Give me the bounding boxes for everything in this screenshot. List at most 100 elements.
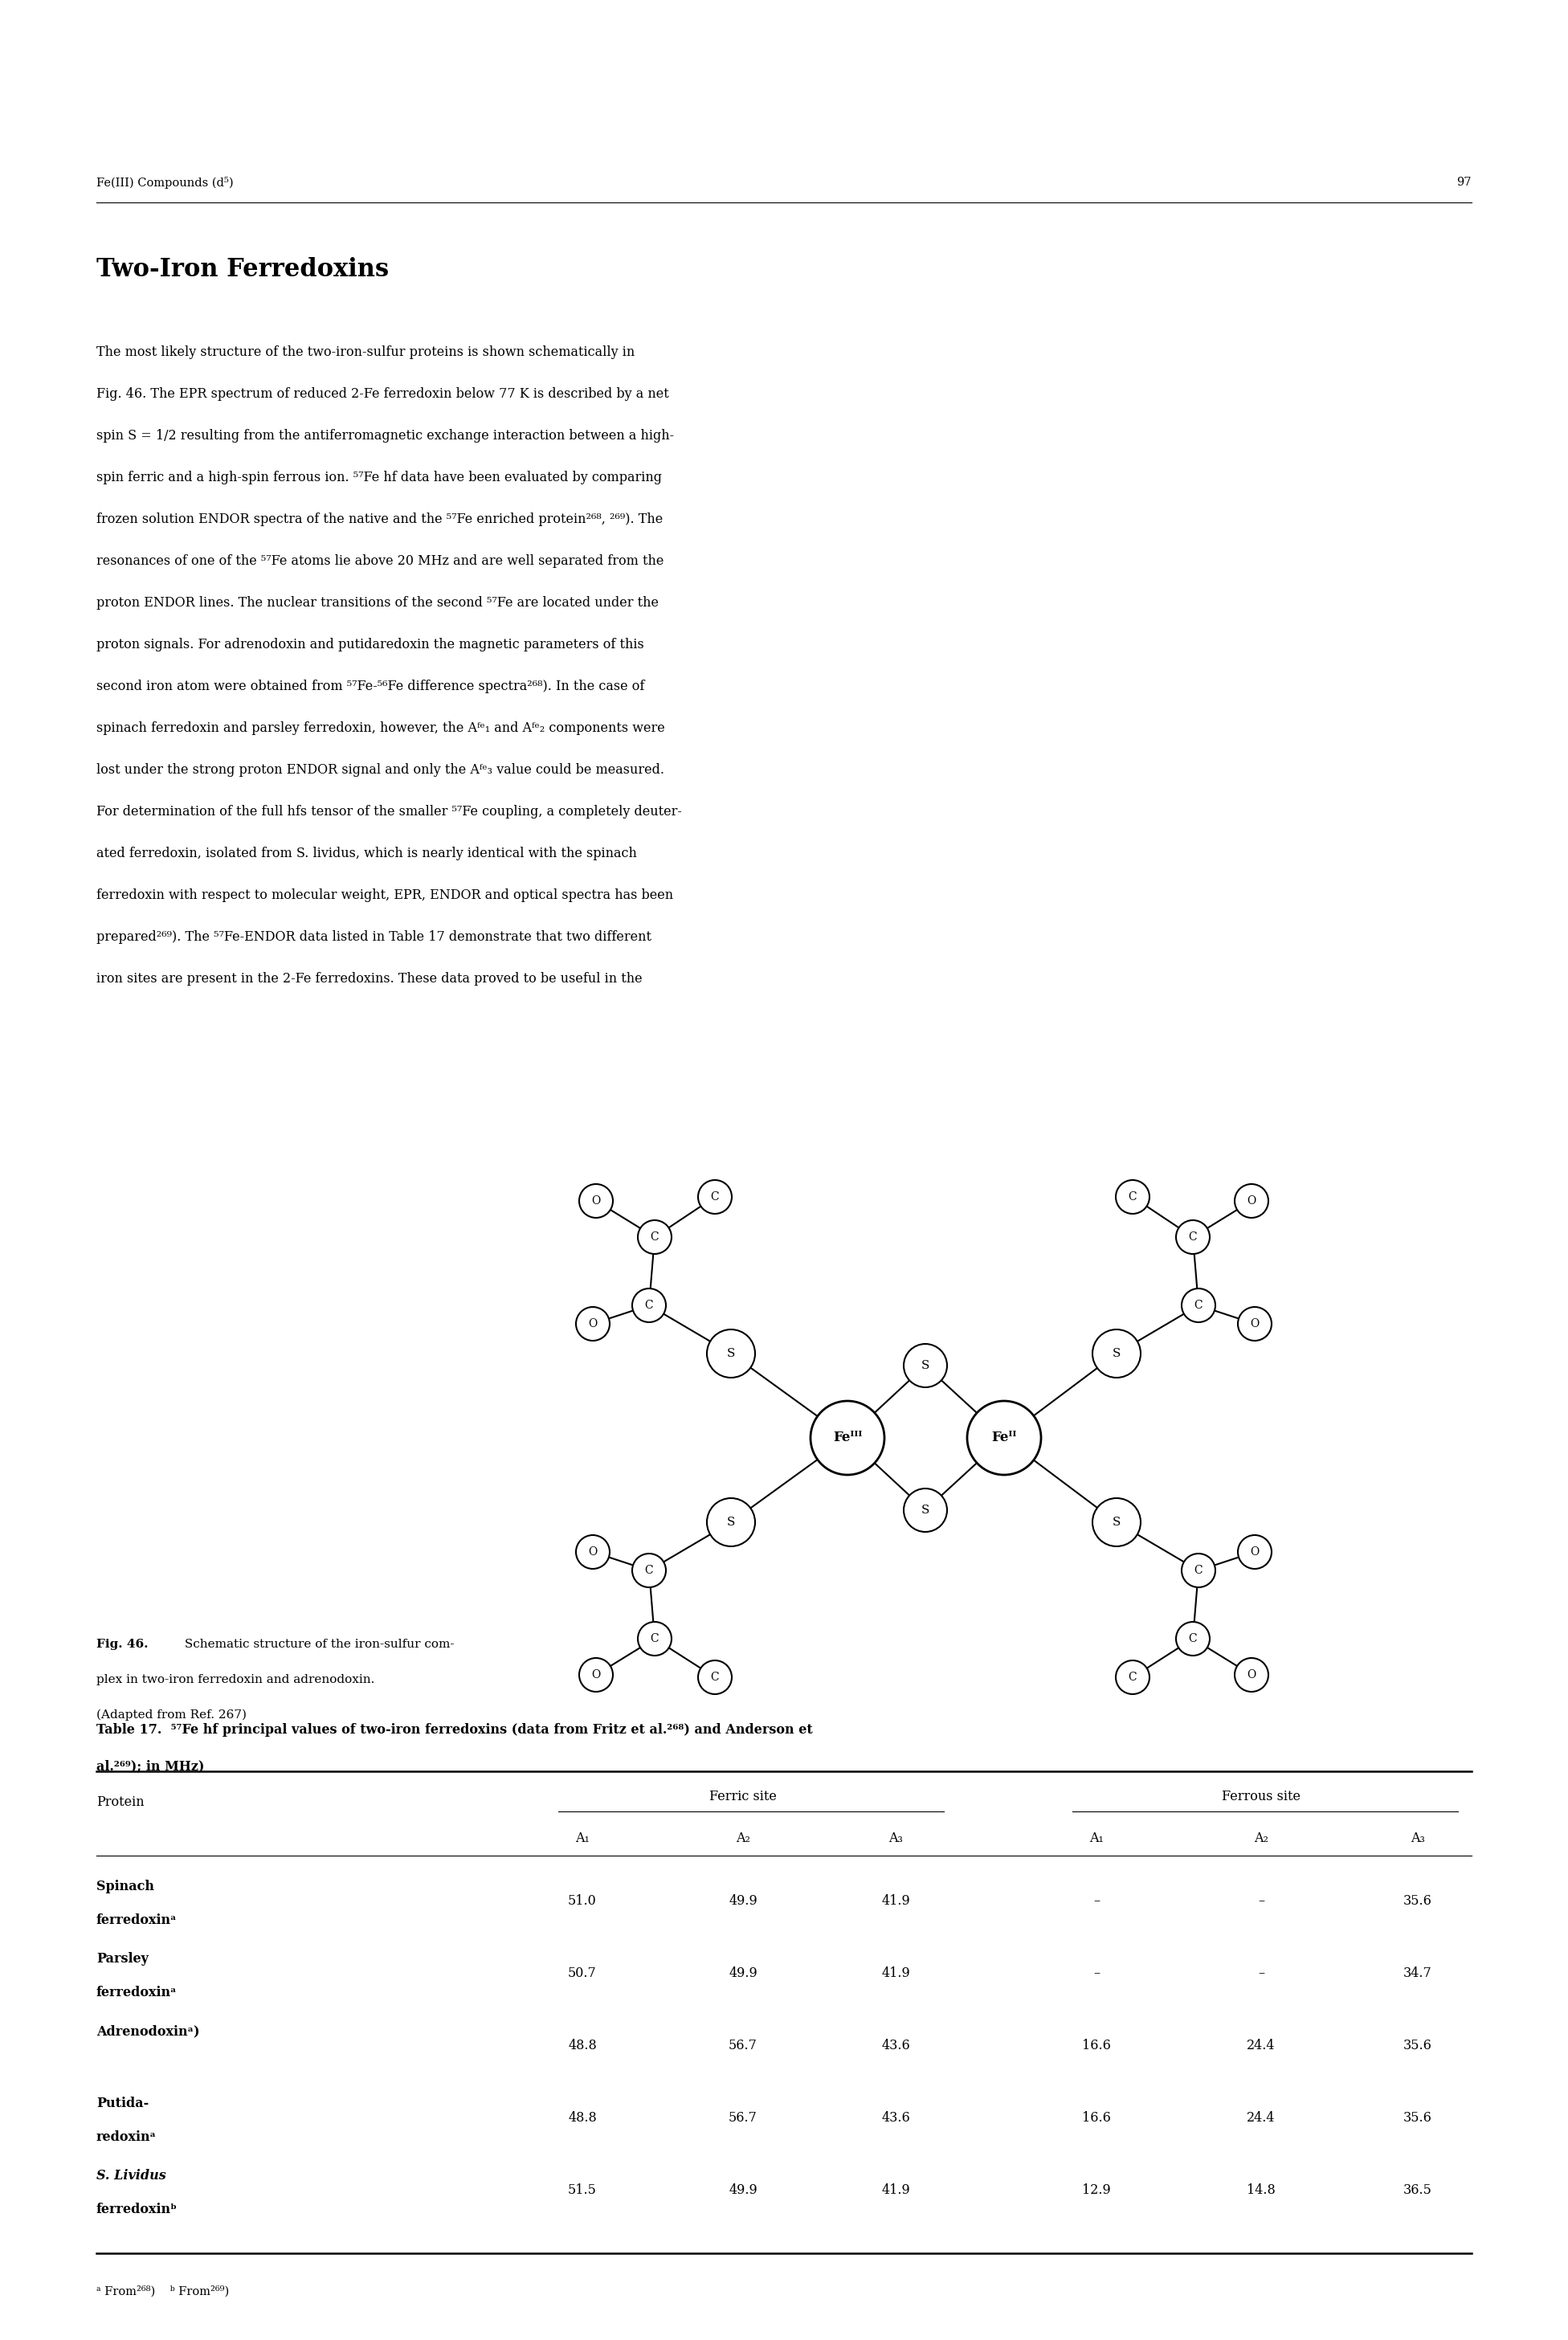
- Circle shape: [575, 1308, 610, 1341]
- Text: 12.9: 12.9: [1082, 2183, 1110, 2197]
- Text: S: S: [922, 1360, 930, 1371]
- Text: second iron atom were obtained from ⁵⁷Fe-⁵⁶Fe difference spectra²⁶⁸). In the cas: second iron atom were obtained from ⁵⁷Fe…: [96, 679, 644, 693]
- Circle shape: [632, 1554, 666, 1587]
- Text: Schematic structure of the iron-sulfur com-: Schematic structure of the iron-sulfur c…: [180, 1638, 455, 1650]
- Text: S: S: [922, 1505, 930, 1516]
- Circle shape: [1116, 1179, 1149, 1214]
- Text: –: –: [1258, 1966, 1264, 1980]
- Text: O: O: [1247, 1196, 1256, 1207]
- Text: Ferrous site: Ferrous site: [1221, 1790, 1300, 1804]
- Text: O: O: [588, 1547, 597, 1558]
- Text: proton signals. For adrenodoxin and putidaredoxin the magnetic parameters of thi: proton signals. For adrenodoxin and puti…: [96, 639, 644, 651]
- Text: O: O: [1250, 1547, 1259, 1558]
- Circle shape: [698, 1661, 732, 1694]
- Circle shape: [1237, 1535, 1272, 1568]
- Circle shape: [903, 1343, 947, 1388]
- Text: 48.8: 48.8: [568, 2038, 597, 2052]
- Text: iron sites are present in the 2-Fe ferredoxins. These data proved to be useful i: iron sites are present in the 2-Fe ferre…: [96, 971, 643, 985]
- Text: C: C: [651, 1633, 659, 1645]
- Text: Ferric site: Ferric site: [709, 1790, 776, 1804]
- Text: 43.6: 43.6: [881, 2038, 909, 2052]
- Circle shape: [707, 1329, 756, 1378]
- Text: 56.7: 56.7: [729, 2038, 757, 2052]
- Text: 35.6: 35.6: [1403, 2111, 1432, 2125]
- Text: ated ferredoxin, isolated from S. lividus, which is nearly identical with the sp: ated ferredoxin, isolated from S. lividu…: [96, 847, 637, 861]
- Circle shape: [707, 1498, 756, 1547]
- Text: Feᴵᴵ: Feᴵᴵ: [991, 1432, 1016, 1444]
- Text: S: S: [728, 1516, 735, 1528]
- Text: –: –: [1258, 1893, 1264, 1907]
- Text: O: O: [591, 1196, 601, 1207]
- Text: ferredoxinᵇ: ferredoxinᵇ: [96, 2202, 177, 2216]
- Text: 97: 97: [1457, 178, 1472, 187]
- Circle shape: [698, 1179, 732, 1214]
- Text: 16.6: 16.6: [1082, 2111, 1110, 2125]
- Text: 16.6: 16.6: [1082, 2038, 1110, 2052]
- Text: ferredoxin with respect to molecular weight, EPR, ENDOR and optical spectra has : ferredoxin with respect to molecular wei…: [96, 889, 673, 903]
- Text: Fe(III) Compounds (d⁵): Fe(III) Compounds (d⁵): [96, 178, 234, 190]
- Text: 49.9: 49.9: [729, 2183, 757, 2197]
- Text: C: C: [651, 1231, 659, 1243]
- Circle shape: [1176, 1622, 1210, 1657]
- Text: A₂: A₂: [735, 1832, 750, 1846]
- Text: The most likely structure of the two-iron-sulfur proteins is shown schematically: The most likely structure of the two-iro…: [96, 346, 635, 358]
- Text: O: O: [588, 1317, 597, 1329]
- Text: 34.7: 34.7: [1403, 1966, 1432, 1980]
- Text: 51.5: 51.5: [568, 2183, 597, 2197]
- Text: 41.9: 41.9: [881, 1893, 909, 1907]
- Circle shape: [579, 1184, 613, 1217]
- Text: Table 17.  ⁵⁷Fe hf principal values of two-iron ferredoxins (data from Fritz et : Table 17. ⁵⁷Fe hf principal values of tw…: [96, 1722, 812, 1736]
- Text: 48.8: 48.8: [568, 2111, 597, 2125]
- Text: 36.5: 36.5: [1403, 2183, 1432, 2197]
- Text: 50.7: 50.7: [568, 1966, 597, 1980]
- Text: A₃: A₃: [1411, 1832, 1425, 1846]
- Text: Parsley: Parsley: [96, 1952, 149, 1966]
- Text: 41.9: 41.9: [881, 1966, 909, 1980]
- Circle shape: [1176, 1219, 1210, 1254]
- Text: prepared²⁶⁹). The ⁵⁷Fe-ENDOR data listed in Table 17 demonstrate that two differ: prepared²⁶⁹). The ⁵⁷Fe-ENDOR data listed…: [96, 931, 651, 943]
- Text: 43.6: 43.6: [881, 2111, 909, 2125]
- Text: Protein: Protein: [96, 1795, 144, 1809]
- Text: O: O: [1250, 1317, 1259, 1329]
- Text: Putida-: Putida-: [96, 2097, 149, 2111]
- Text: spin S = 1/2 resulting from the antiferromagnetic exchange interaction between a: spin S = 1/2 resulting from the antiferr…: [96, 428, 674, 442]
- Text: S: S: [1112, 1516, 1121, 1528]
- Text: Spinach: Spinach: [96, 1879, 154, 1893]
- Text: plex in two-iron ferredoxin and adrenodoxin.: plex in two-iron ferredoxin and adrenodo…: [96, 1673, 375, 1685]
- Circle shape: [638, 1219, 671, 1254]
- Text: 24.4: 24.4: [1247, 2111, 1275, 2125]
- Circle shape: [575, 1535, 610, 1568]
- Text: Adrenodoxinᵃ): Adrenodoxinᵃ): [96, 2024, 199, 2038]
- Text: 49.9: 49.9: [729, 1893, 757, 1907]
- Circle shape: [811, 1402, 884, 1474]
- Text: spin ferric and a high-spin ferrous ion. ⁵⁷Fe hf data have been evaluated by com: spin ferric and a high-spin ferrous ion.…: [96, 470, 662, 484]
- Text: 35.6: 35.6: [1403, 1893, 1432, 1907]
- Text: proton ENDOR lines. The nuclear transitions of the second ⁵⁷Fe are located under: proton ENDOR lines. The nuclear transiti…: [96, 597, 659, 611]
- Text: (Adapted from Ref. 267): (Adapted from Ref. 267): [96, 1711, 246, 1720]
- Circle shape: [1182, 1554, 1215, 1587]
- Text: ferredoxinᵃ: ferredoxinᵃ: [96, 1914, 177, 1928]
- Circle shape: [1093, 1498, 1140, 1547]
- Circle shape: [1116, 1661, 1149, 1694]
- Text: resonances of one of the ⁵⁷Fe atoms lie above 20 MHz and are well separated from: resonances of one of the ⁵⁷Fe atoms lie …: [96, 555, 663, 569]
- Circle shape: [903, 1488, 947, 1533]
- Circle shape: [967, 1402, 1041, 1474]
- Text: A₃: A₃: [889, 1832, 903, 1846]
- Text: C: C: [644, 1565, 654, 1577]
- Text: For determination of the full hfs tensor of the smaller ⁵⁷Fe coupling, a complet: For determination of the full hfs tensor…: [96, 805, 682, 819]
- Circle shape: [1182, 1289, 1215, 1322]
- Text: C: C: [1195, 1565, 1203, 1577]
- Text: 51.0: 51.0: [568, 1893, 597, 1907]
- Text: C: C: [1129, 1191, 1137, 1203]
- Text: frozen solution ENDOR spectra of the native and the ⁵⁷Fe enriched protein²⁶⁸, ²⁶: frozen solution ENDOR spectra of the nat…: [96, 512, 663, 527]
- Text: C: C: [1189, 1633, 1196, 1645]
- Text: spinach ferredoxin and parsley ferredoxin, however, the Aᶠᵉ₁ and Aᶠᵉ₂ components: spinach ferredoxin and parsley ferredoxi…: [96, 721, 665, 735]
- Text: S: S: [1112, 1348, 1121, 1360]
- Circle shape: [1234, 1184, 1269, 1217]
- Text: Two-Iron Ferredoxins: Two-Iron Ferredoxins: [96, 257, 389, 281]
- Circle shape: [638, 1622, 671, 1657]
- Text: lost under the strong proton ENDOR signal and only the Aᶠᵉ₃ value could be measu: lost under the strong proton ENDOR signa…: [96, 763, 665, 777]
- Text: A₂: A₂: [1254, 1832, 1269, 1846]
- Circle shape: [1093, 1329, 1140, 1378]
- Text: S. Lividus: S. Lividus: [96, 2169, 166, 2183]
